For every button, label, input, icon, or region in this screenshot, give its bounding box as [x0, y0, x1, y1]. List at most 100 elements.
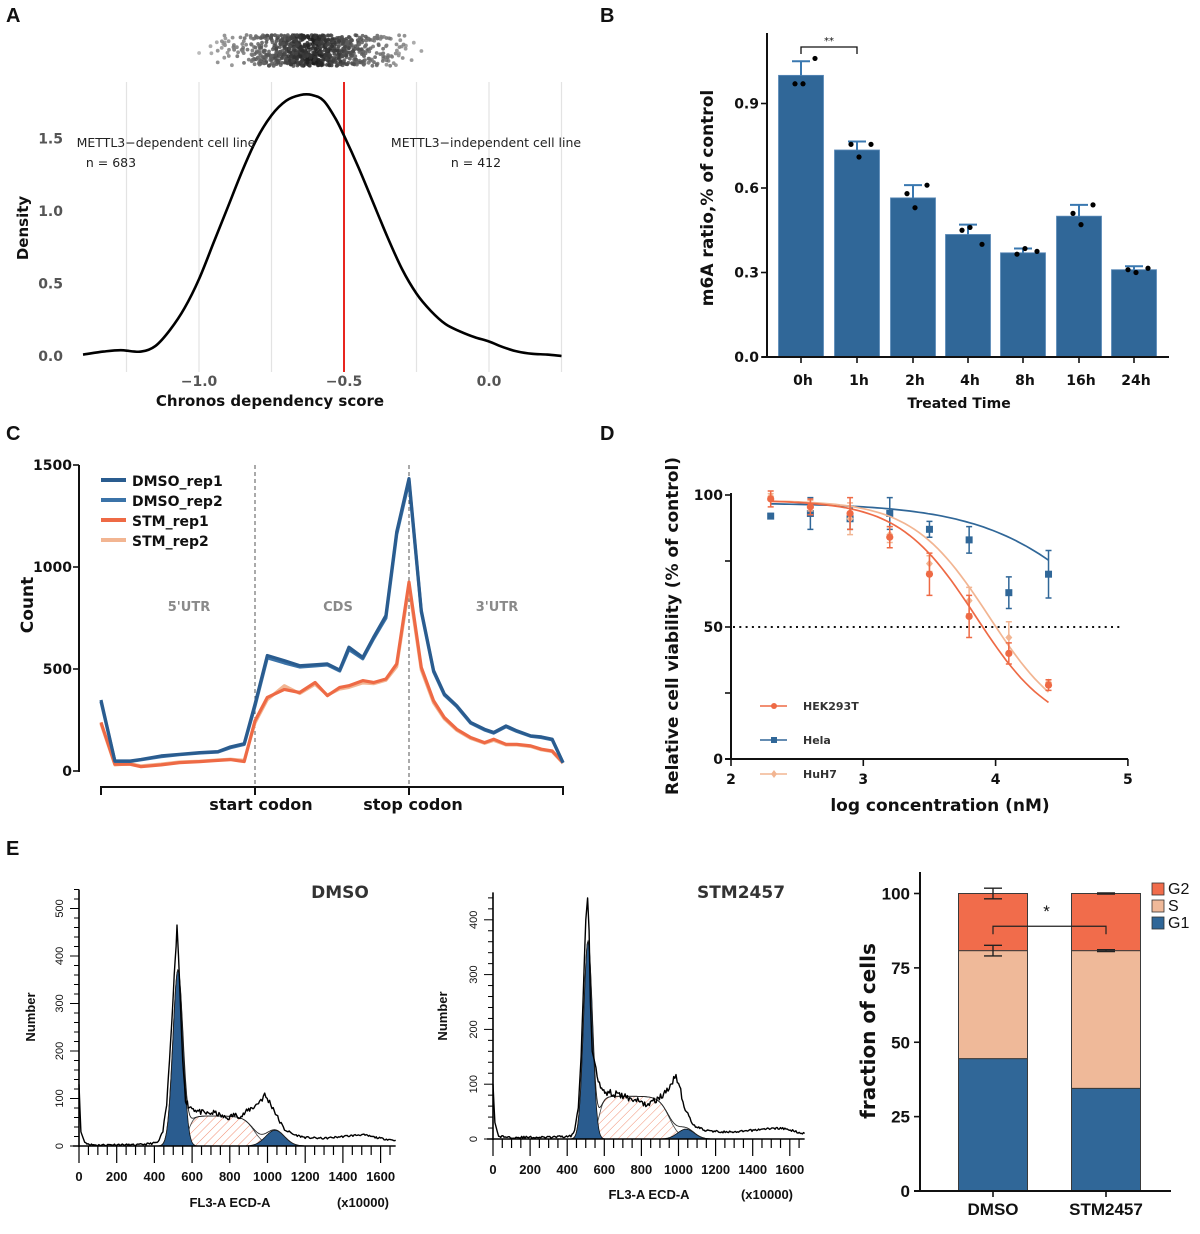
strip-point — [222, 33, 227, 38]
y-tick-label: 0.0 — [734, 350, 759, 366]
y-axis-title: fraction of cells — [856, 943, 880, 1119]
significance-bracket — [800, 46, 858, 54]
strip-point — [345, 41, 350, 46]
y-axis-title: Number — [435, 991, 450, 1040]
strip-point — [278, 41, 283, 46]
strip-point — [357, 50, 362, 54]
strip-point — [382, 35, 386, 39]
strip-point — [274, 50, 279, 55]
panel-e-stm2457-histogram: 0 100 200 300 400 0 200 400 600 800 1000… — [435, 883, 806, 1202]
raw-histogram-trace — [78, 924, 396, 1147]
strip-point — [373, 55, 377, 59]
strip-point — [343, 44, 348, 49]
legend-marker-square — [771, 737, 777, 743]
x-tick-label: 0 — [489, 1162, 496, 1177]
x-tick-label: 400 — [556, 1162, 578, 1177]
strip-point — [235, 54, 240, 59]
legend-label: STM_rep2 — [132, 534, 209, 550]
legend: G2 S G1 — [1151, 881, 1189, 932]
strip-point — [325, 48, 329, 53]
legend-label: HEK293T — [803, 700, 859, 713]
strip-point — [220, 39, 224, 44]
replicate-point — [924, 182, 930, 188]
strip-point — [363, 34, 368, 39]
strip-point — [311, 50, 316, 55]
region-label-cds: CDS — [323, 600, 353, 615]
strip-point — [381, 54, 386, 59]
y-tick-label: 400 — [468, 911, 480, 929]
x-tick-label: 4h — [960, 373, 980, 389]
strip-point — [289, 53, 293, 58]
strip-point — [305, 60, 310, 65]
x-tick-labels: −1.0 −0.5 0.0 — [181, 374, 502, 390]
replicate-point — [856, 154, 862, 160]
x-axis-title: Chronos dependency score — [156, 392, 384, 410]
x-tick-label: 1h — [849, 373, 869, 389]
x-label-stop-codon: stop codon — [363, 795, 463, 814]
x-axis-title: FL3-A ECD-A — [608, 1187, 690, 1202]
strip-point — [242, 61, 246, 65]
strip-point — [301, 34, 306, 38]
replicate-point — [812, 55, 818, 62]
replicate-point — [848, 141, 854, 147]
strip-point — [219, 46, 224, 50]
strip-point — [326, 54, 331, 58]
strip-point — [297, 34, 302, 39]
strip-point — [393, 51, 398, 56]
strip-point — [241, 39, 246, 43]
error-bar — [984, 887, 1002, 900]
panel-label-d: D — [600, 423, 614, 445]
strip-point — [250, 48, 255, 53]
data-point — [886, 509, 894, 517]
strip-point — [340, 54, 345, 59]
data-point — [1005, 589, 1013, 597]
panel-a-density-plot: 0.0 0.5 1.0 1.5 −1.0 −0.5 0.0 Chronos de… — [14, 33, 581, 410]
strip-point — [272, 43, 277, 48]
strip-point — [342, 58, 347, 62]
replicate-point — [792, 81, 798, 87]
strip-point — [381, 51, 386, 56]
x-tick-label: 2 — [726, 772, 736, 788]
x-tick-label: 1200 — [701, 1162, 730, 1177]
strip-point — [317, 37, 321, 41]
strip-point — [267, 49, 271, 54]
strip-point — [352, 57, 356, 62]
x-tick-label: STM2457 — [1069, 1200, 1143, 1219]
strip-point — [395, 48, 399, 53]
strip-point — [376, 42, 381, 47]
axes — [484, 892, 805, 1156]
strip-point — [258, 36, 263, 40]
strip-point — [402, 33, 407, 38]
strip-point — [351, 62, 356, 66]
x-tick-label: 16h — [1066, 373, 1095, 389]
x-tick-label: 24h — [1121, 373, 1150, 389]
y-tick-label: 50 — [704, 620, 724, 636]
strip-point — [339, 36, 344, 40]
strip-point — [310, 37, 315, 42]
strip-point — [287, 46, 292, 51]
strip-point — [348, 50, 353, 55]
y-tick-label: 1000 — [33, 560, 72, 576]
strip-point — [370, 63, 375, 68]
strip-point — [293, 38, 298, 43]
strip-point — [215, 60, 220, 65]
histogram-title: DMSO — [311, 883, 369, 903]
stacked-segment-g1 — [1071, 1087, 1141, 1192]
y-tick-label: 300 — [468, 965, 480, 983]
bar — [1056, 215, 1102, 358]
strip-point — [355, 62, 359, 67]
strip-point — [262, 61, 266, 66]
strip-point — [362, 54, 366, 59]
strip-point — [334, 54, 339, 58]
strip-point — [368, 46, 373, 51]
y-tick-label: 500 — [43, 662, 72, 678]
strip-point — [302, 44, 306, 49]
strip-point — [265, 33, 270, 38]
replicate-point — [868, 141, 874, 147]
histogram-areas — [492, 897, 806, 1140]
region-label-3utr: 3'UTR — [476, 600, 518, 615]
bar — [945, 234, 991, 358]
strip-point — [341, 39, 346, 44]
x-axis-unit: (x10000) — [337, 1195, 389, 1210]
